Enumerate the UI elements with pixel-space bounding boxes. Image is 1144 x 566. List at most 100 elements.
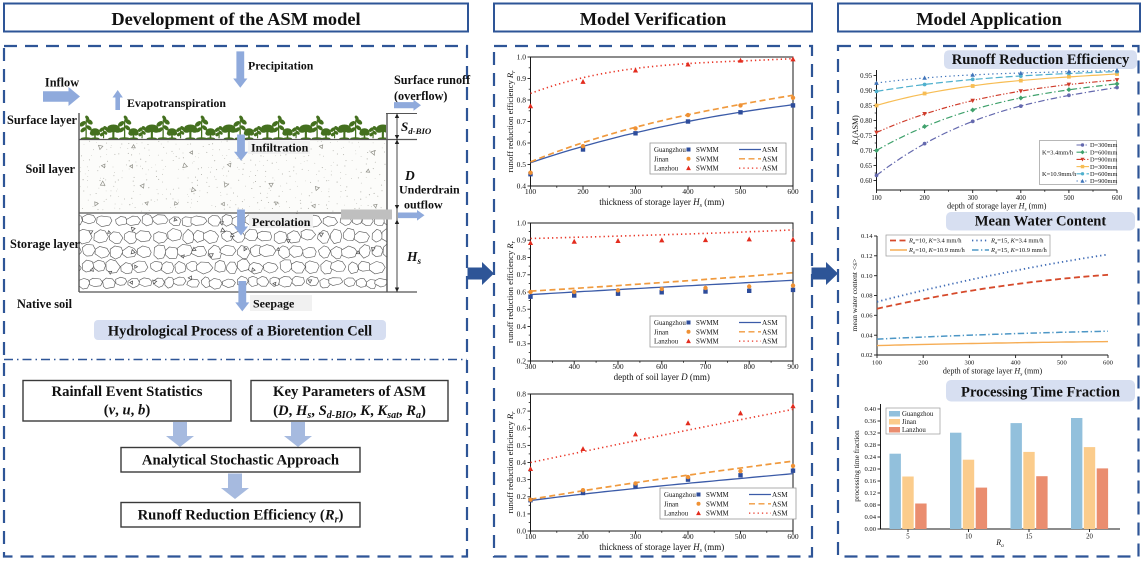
svg-text:Surface runoff: Surface runoff — [394, 73, 471, 87]
svg-text:0.95: 0.95 — [860, 73, 872, 80]
svg-text:Model Application: Model Application — [916, 9, 1062, 29]
svg-text:Mean Water Content: Mean Water Content — [975, 214, 1107, 230]
svg-text:300: 300 — [968, 195, 979, 202]
svg-text:0.6: 0.6 — [517, 287, 527, 296]
svg-text:0.12: 0.12 — [864, 490, 876, 497]
svg-text:0.6: 0.6 — [517, 138, 527, 147]
svg-text:1.0: 1.0 — [517, 218, 527, 227]
svg-text:Runoff Reduction Efficiency: Runoff Reduction Efficiency — [952, 52, 1130, 68]
svg-text:300: 300 — [630, 532, 642, 541]
svg-text:K=3.4mm/h: K=3.4mm/h — [1042, 149, 1074, 156]
svg-text:500: 500 — [1064, 195, 1075, 202]
svg-text:0.08: 0.08 — [864, 502, 876, 509]
svg-text:0.80: 0.80 — [860, 118, 872, 125]
svg-text:Soil layer: Soil layer — [25, 162, 75, 176]
svg-text:Lanzhou: Lanzhou — [664, 511, 689, 518]
svg-text:0.7: 0.7 — [517, 117, 527, 126]
svg-text:SWMM: SWMM — [696, 156, 719, 163]
svg-text:400: 400 — [682, 187, 694, 196]
svg-text:D=900mm: D=900mm — [1090, 178, 1117, 185]
svg-text:400: 400 — [1016, 195, 1027, 202]
svg-text:runoff reduction efficiency Rr: runoff reduction efficiency Rr — [505, 70, 517, 173]
svg-text:0.8: 0.8 — [517, 95, 527, 104]
svg-text:Jinan: Jinan — [654, 156, 669, 163]
svg-text:Runoff Reduction Efficiency (R: Runoff Reduction Efficiency (Rr) — [138, 508, 344, 526]
svg-text:500: 500 — [612, 362, 624, 371]
svg-text:Ra=15, K=3.4 mm/h: Ra=15, K=3.4 mm/h — [990, 238, 1044, 245]
svg-text:300: 300 — [964, 360, 975, 367]
svg-text:100: 100 — [525, 532, 537, 541]
svg-text:D=600mm: D=600mm — [1090, 171, 1117, 178]
svg-text:500: 500 — [735, 532, 747, 541]
svg-text:0.2: 0.2 — [517, 492, 527, 501]
svg-text:Hs: Hs — [406, 249, 422, 266]
svg-text:ASM: ASM — [772, 491, 788, 499]
svg-text:100: 100 — [871, 195, 882, 202]
svg-text:0.04: 0.04 — [864, 514, 876, 521]
svg-text:0.5: 0.5 — [517, 160, 527, 169]
svg-text:700: 700 — [700, 362, 712, 371]
svg-text:D=900mm: D=900mm — [1090, 157, 1117, 164]
svg-text:(D, Hs, Sd-BIO, K, Ksat, Ra): (D, Hs, Sd-BIO, K, Ksat, Ra) — [273, 403, 426, 421]
svg-text:0.8: 0.8 — [517, 389, 527, 398]
svg-text:0.4: 0.4 — [517, 322, 527, 331]
svg-text:SWMM: SWMM — [696, 166, 719, 173]
svg-text:0.3: 0.3 — [517, 475, 527, 484]
svg-text:500: 500 — [735, 187, 747, 196]
svg-text:200: 200 — [919, 195, 930, 202]
svg-text:thickness of storage layer Hs: thickness of storage layer Hs (mm) — [599, 542, 724, 554]
svg-text:0.06: 0.06 — [861, 313, 873, 320]
svg-text:0.08: 0.08 — [861, 293, 873, 300]
svg-text:0.00: 0.00 — [864, 526, 876, 533]
svg-text:100: 100 — [525, 187, 537, 196]
svg-text:Lanzhou: Lanzhou — [902, 427, 926, 434]
svg-text:Rainfall Event Statistics: Rainfall Event Statistics — [52, 384, 203, 400]
svg-text:0.04: 0.04 — [861, 332, 873, 339]
svg-text:0.0: 0.0 — [517, 526, 527, 535]
svg-text:0.9: 0.9 — [517, 236, 527, 245]
svg-text:Guangzhou: Guangzhou — [654, 320, 686, 327]
svg-text:0.7: 0.7 — [517, 270, 527, 279]
svg-text:D=300mm: D=300mm — [1090, 164, 1117, 171]
svg-text:0.40: 0.40 — [864, 406, 876, 413]
svg-text:10: 10 — [965, 534, 972, 541]
svg-text:200: 200 — [577, 187, 589, 196]
svg-text:mean water content <s>: mean water content <s> — [850, 259, 859, 332]
svg-text:0.2: 0.2 — [517, 356, 527, 365]
svg-text:200: 200 — [577, 532, 589, 541]
svg-text:400: 400 — [569, 362, 581, 371]
svg-text:K=10.9mm/h: K=10.9mm/h — [1042, 171, 1077, 178]
svg-text:(v, u, b): (v, u, b) — [104, 403, 151, 419]
svg-text:SWMM: SWMM — [696, 320, 719, 327]
svg-text:0.10: 0.10 — [861, 273, 873, 280]
svg-text:0.4: 0.4 — [517, 458, 527, 467]
svg-text:600: 600 — [1103, 360, 1114, 367]
svg-text:Jinan: Jinan — [902, 419, 917, 426]
svg-text:0.36: 0.36 — [864, 418, 876, 425]
svg-text:300: 300 — [630, 187, 642, 196]
svg-text:Processing Time Fraction: Processing Time Fraction — [961, 385, 1120, 401]
svg-text:0.65: 0.65 — [860, 163, 872, 170]
svg-text:0.6: 0.6 — [517, 424, 527, 433]
svg-text:300: 300 — [525, 362, 537, 371]
svg-text:600: 600 — [1112, 195, 1123, 202]
svg-text:0.14: 0.14 — [861, 233, 873, 240]
svg-text:outflow: outflow — [404, 198, 443, 212]
svg-text:400: 400 — [682, 532, 694, 541]
svg-text:ASM: ASM — [772, 510, 788, 518]
svg-text:Guangzhou: Guangzhou — [902, 411, 934, 418]
svg-text:0.7: 0.7 — [517, 407, 527, 416]
svg-text:0.85: 0.85 — [860, 103, 872, 110]
svg-text:Ra=10, K=3.4 mm/h: Ra=10, K=3.4 mm/h — [908, 238, 962, 245]
svg-text:SWMM: SWMM — [696, 339, 719, 346]
svg-text:1.0: 1.0 — [517, 52, 527, 61]
svg-text:runoff reduction efficiency Rr: runoff reduction efficiency Rr — [505, 411, 517, 514]
svg-text:Jinan: Jinan — [654, 329, 669, 336]
svg-text:Hydrological Process of a Bior: Hydrological Process of a Bioretention C… — [108, 324, 372, 340]
svg-text:Lanzhou: Lanzhou — [654, 166, 679, 173]
svg-text:0.02: 0.02 — [861, 352, 873, 359]
svg-text:0.60: 0.60 — [860, 178, 872, 185]
svg-text:thickness of storage layer Hs: thickness of storage layer Hs (mm) — [599, 197, 724, 209]
svg-text:Development of the ASM model: Development of the ASM model — [111, 9, 360, 29]
svg-text:0.5: 0.5 — [517, 441, 527, 450]
